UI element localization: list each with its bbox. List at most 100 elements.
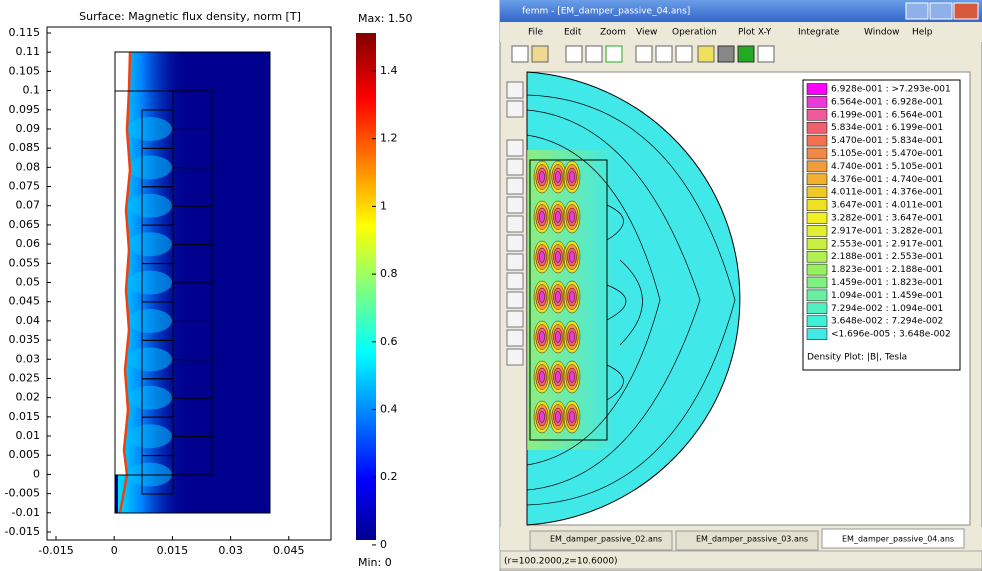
coils <box>534 161 580 433</box>
legend-label: 2.188e-001 : 2.553e-001 <box>831 252 943 262</box>
field-blob <box>128 424 172 448</box>
tool-button[interactable] <box>636 46 652 62</box>
menu-item[interactable]: Plot X-Y <box>738 28 772 38</box>
y-tick-label: 0.04 <box>16 314 41 327</box>
legend-label: 5.470e-001 : 5.834e-001 <box>831 136 943 146</box>
legend-swatch <box>807 148 827 159</box>
tool-button[interactable] <box>507 140 523 156</box>
menu-item[interactable]: Integrate <box>798 28 840 38</box>
legend-swatch <box>807 122 827 133</box>
tool-button[interactable] <box>507 216 523 232</box>
legend-swatch <box>807 316 827 327</box>
tool-button[interactable] <box>676 46 692 62</box>
tab-label[interactable]: EM_damper_passive_04.ans <box>842 535 954 544</box>
maximize-button[interactable] <box>930 3 952 19</box>
tool-button[interactable] <box>507 235 523 251</box>
menu-item[interactable]: Operation <box>672 28 717 38</box>
tab-label[interactable]: EM_damper_passive_03.ans <box>696 535 808 544</box>
coil-ring <box>555 212 560 223</box>
tool-button[interactable] <box>606 46 622 62</box>
coil-ring <box>539 252 544 263</box>
menu-item[interactable]: Window <box>864 28 900 38</box>
y-tick-label: 0.08 <box>16 160 41 173</box>
y-tick-label: 0.035 <box>9 333 41 346</box>
y-tick-label: 0.1 <box>23 84 41 97</box>
legend-swatch <box>807 264 827 275</box>
legend-swatch <box>807 174 827 185</box>
coil-ring <box>569 332 574 343</box>
menu-item[interactable]: File <box>528 28 544 38</box>
coil-ring <box>539 412 544 423</box>
colorbar-max: Max: 1.50 <box>358 12 412 25</box>
menu-item[interactable]: Help <box>912 28 933 38</box>
tool-button[interactable] <box>507 101 523 117</box>
legend-swatch <box>807 277 827 288</box>
coil-ring <box>555 332 560 343</box>
field-blob <box>128 155 172 179</box>
tool-button[interactable] <box>532 46 548 62</box>
legend-swatch <box>807 251 827 262</box>
colorbar-tick-label: 1 <box>380 199 387 212</box>
close-button[interactable] <box>954 3 978 19</box>
coil-ring <box>539 332 544 343</box>
legend-swatch <box>807 187 827 198</box>
tool-button[interactable] <box>758 46 774 62</box>
tool-button[interactable] <box>718 46 734 62</box>
tool-button[interactable] <box>507 197 523 213</box>
tool-button[interactable] <box>507 292 523 308</box>
x-tick-label: 0.045 <box>273 544 305 557</box>
x-tick-label: 0.015 <box>157 544 189 557</box>
legend-swatch <box>807 161 827 172</box>
colorbar-tick-label: 0.8 <box>380 267 398 280</box>
y-tick-label: 0.07 <box>16 199 41 212</box>
window-title: femm - [EM_damper_passive_04.ans] <box>522 7 690 17</box>
legend-swatch <box>807 329 827 340</box>
tool-button[interactable] <box>507 330 523 346</box>
coil-ring <box>569 212 574 223</box>
coil-ring <box>555 172 560 183</box>
y-tick-label: 0.015 <box>9 410 41 423</box>
tool-button[interactable] <box>698 46 714 62</box>
femm-window: femm - [EM_damper_passive_04.ans] File Ed… <box>500 0 982 571</box>
coil-ring <box>569 292 574 303</box>
field-blob <box>128 309 172 333</box>
tool-button[interactable] <box>507 311 523 327</box>
legend-swatch <box>807 213 827 224</box>
tab-label[interactable]: EM_damper_passive_02.ans <box>550 535 662 544</box>
tool-button[interactable] <box>507 159 523 175</box>
coil-ring <box>555 372 560 383</box>
legend-label: 5.834e-001 : 6.199e-001 <box>831 123 943 133</box>
legend-label: 2.553e-001 : 2.917e-001 <box>831 239 943 249</box>
tool-button[interactable] <box>738 46 754 62</box>
y-tick-label: 0.09 <box>16 122 41 135</box>
tool-button[interactable] <box>507 349 523 365</box>
colorbar-tick-label: 0 <box>380 538 387 551</box>
y-tick-label: 0.105 <box>9 64 41 77</box>
menu-item[interactable]: Edit <box>564 28 582 38</box>
coil-ring <box>569 372 574 383</box>
tool-button[interactable] <box>507 82 523 98</box>
tool-button[interactable] <box>507 178 523 194</box>
legend-label: 7.294e-002 : 1.094e-001 <box>831 304 943 314</box>
menu-item[interactable]: Zoom <box>600 28 626 38</box>
tool-button[interactable] <box>586 46 602 62</box>
tab-bar: EM_damper_passive_02.ans EM_damper_passiv… <box>500 527 982 550</box>
tool-button[interactable] <box>656 46 672 62</box>
tool-button[interactable] <box>507 254 523 270</box>
tool-button[interactable] <box>512 46 528 62</box>
menu-item[interactable]: View <box>636 28 657 38</box>
colorbar-tick-label: 1.2 <box>380 132 398 145</box>
tool-button[interactable] <box>566 46 582 62</box>
field-blob <box>128 271 172 295</box>
legend-label: 3.647e-001 : 4.011e-001 <box>831 201 943 211</box>
tool-button[interactable] <box>507 273 523 289</box>
colorbar <box>356 33 376 540</box>
legend-label: 2.917e-001 : 3.282e-001 <box>831 226 943 236</box>
field-blob <box>128 386 172 410</box>
minimize-button[interactable] <box>906 3 928 19</box>
y-tick-label: 0.045 <box>9 295 41 308</box>
y-tick-label: -0.01 <box>12 506 40 519</box>
field-blob <box>128 232 172 256</box>
x-tick-label: -0.015 <box>38 544 73 557</box>
y-tick-label: -0.015 <box>5 525 40 538</box>
